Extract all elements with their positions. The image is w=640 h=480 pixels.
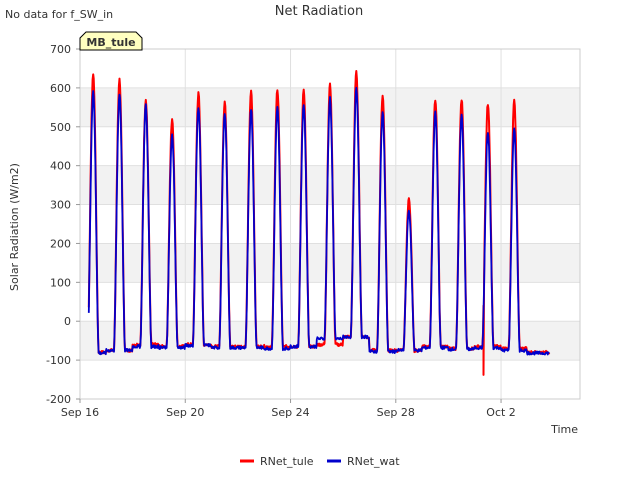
- series-line-rnet-wat: [87, 86, 550, 356]
- x-tick-label: Oct 2: [486, 406, 516, 419]
- y-tick-label: 500: [50, 121, 71, 134]
- y-tick-label: -200: [46, 393, 71, 406]
- station-badge-label: MB_tule: [86, 36, 135, 49]
- plot-area-frame: [79, 48, 581, 400]
- x-tick-label: Sep 28: [377, 406, 415, 419]
- plot-background-bands: [80, 87, 580, 361]
- y-tick-label: 600: [50, 82, 71, 95]
- x-tick-label: Sep 24: [271, 406, 309, 419]
- y-tick-label: 400: [50, 160, 71, 173]
- station-badge: MB_tule: [79, 31, 143, 51]
- no-data-note: No data for f_SW_in: [5, 8, 113, 21]
- background-band: [80, 321, 580, 361]
- x-tick-label: Sep 20: [166, 406, 204, 419]
- y-axis-ticks: -200 -100 0 100 200 300 400 500 600 700: [46, 43, 80, 406]
- y-tick-label: 200: [50, 237, 71, 250]
- legend-label: RNet_tule: [260, 455, 314, 468]
- y-axis-label: Solar Radiation (W/m2): [8, 163, 21, 291]
- y-tick-label: -100: [46, 354, 71, 367]
- y-tick-label: 0: [64, 315, 71, 328]
- x-axis-label: Time: [550, 423, 578, 436]
- chart-title: Net Radiation: [275, 4, 363, 19]
- legend: RNet_tule RNet_wat: [240, 455, 400, 468]
- x-tick-label: Sep 16: [61, 406, 99, 419]
- x-axis-ticks: Sep 16 Sep 20 Sep 24 Sep 28 Oct 2: [61, 399, 516, 419]
- y-tick-label: 100: [50, 276, 71, 289]
- series-layer: [87, 70, 551, 376]
- y-tick-label: 700: [50, 43, 71, 56]
- background-band: [80, 165, 580, 205]
- y-tick-label: 300: [50, 199, 71, 212]
- legend-label: RNet_wat: [347, 455, 400, 468]
- background-band: [80, 243, 580, 283]
